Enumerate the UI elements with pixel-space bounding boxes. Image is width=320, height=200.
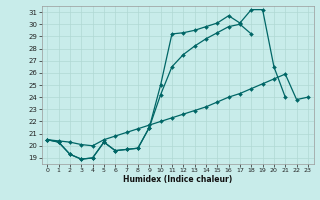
X-axis label: Humidex (Indice chaleur): Humidex (Indice chaleur): [123, 175, 232, 184]
